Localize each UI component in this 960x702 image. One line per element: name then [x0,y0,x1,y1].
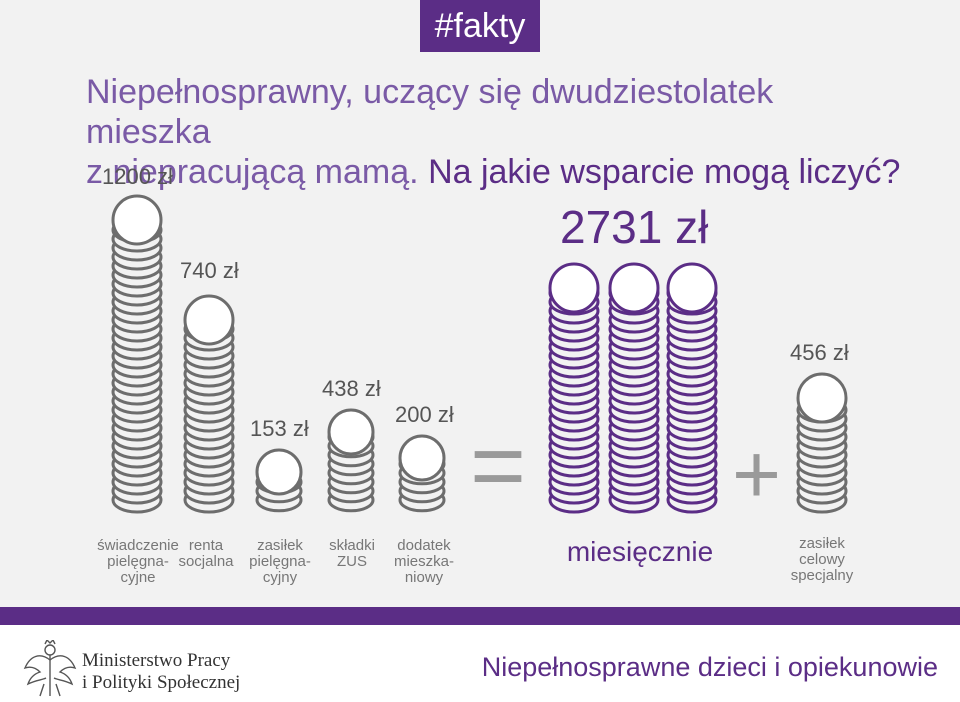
coin-stack-dodatek [398,434,446,513]
coin-stack-extra [796,372,848,514]
label-line: mieszka- [393,553,454,570]
label-line: świadczenie [97,537,179,554]
amount-renta: 740 zł [180,258,239,283]
headline-line-1: Niepełnosprawny, uczący się dwudziestola… [86,73,774,151]
label-line: zasiłek [257,537,303,554]
coin-stack-total-1 [548,262,600,514]
label-line: zasiłek [799,535,845,552]
headline: Niepełnosprawny, uczący się dwudziestola… [86,72,906,192]
coin-icon [608,262,660,314]
coin-icon [183,294,235,346]
fakty-tag: #fakty [420,0,540,52]
coin-icon [548,262,600,314]
coin-icon [796,372,848,424]
coin-stack-renta [183,294,235,514]
label-line: cyjne [120,569,156,586]
amount-zasilek-pielegnacyjny: 153 zł [250,416,309,441]
headline-line-2-light: z niepracującą mamą. [86,153,419,191]
label-monthly: miesięcznie [566,536,714,567]
amount-swiadczenie: 1200 zł [102,164,173,189]
label-line: ZUS [337,553,367,570]
label-line: socjalna [178,553,234,570]
coin-stack-zasilek-pielegnacyjny [255,448,303,513]
label-line: celowy [799,551,845,568]
headline-line-2-strong: Na jakie wsparcie mogą liczyć? [428,153,901,191]
equals-sign: = [470,412,527,519]
label-line: pielęgna- [249,553,311,570]
coin-icon [255,448,303,496]
label-line: specjalny [790,567,854,584]
ministry-line-2: i Polityki Społecznej [82,672,241,693]
label-skladki-zus: składki ZUS [316,538,388,570]
footer-title: Niepełnosprawne dzieci i opiekunowie [481,652,938,682]
label-swiadczenie: świadczenie pielęgna- cyjne [88,538,188,586]
amount-dodatek: 200 zł [395,402,454,427]
amount-skladki-zus: 438 zł [322,376,381,401]
label-line: renta [188,537,224,554]
label-dodatek: dodatek mieszka- niowy [386,538,462,586]
plus-sign: + [732,427,782,521]
label-line: cyjny [262,569,298,586]
coin-icon [666,262,718,314]
coin-icon [398,434,446,482]
polish-eagle-icon [23,640,77,697]
coin-icon [111,194,163,246]
coin-stack-total-3 [666,262,718,514]
label-renta: renta socjalna [168,538,244,570]
label-line: pielęgna- [107,553,169,570]
amount-total: 2731 zł [560,201,709,253]
coin-stack-swiadczenie [111,194,163,514]
label-line: niowy [404,569,444,586]
label-line: składki [329,537,375,554]
headline-line-2: z niepracującą mamą. Na jakie wsparcie m… [86,152,906,192]
ministry-name: Ministerstwo Pracy i Polityki Społecznej [82,650,282,694]
amount-extra: 456 zł [790,340,849,365]
coin-stack-total-2 [608,262,660,514]
coin-stack-skladki-zus [327,408,375,513]
label-zasilek-celowy: zasiłek celowy specjalny [780,536,864,584]
footer [0,625,960,702]
divider-bar [0,607,960,625]
coin-icon [327,408,375,456]
label-zasilek-pielegnacyjny: zasiłek pielęgna- cyjny [242,538,318,586]
label-line: dodatek [397,537,451,554]
ministry-line-1: Ministerstwo Pracy [82,650,231,671]
